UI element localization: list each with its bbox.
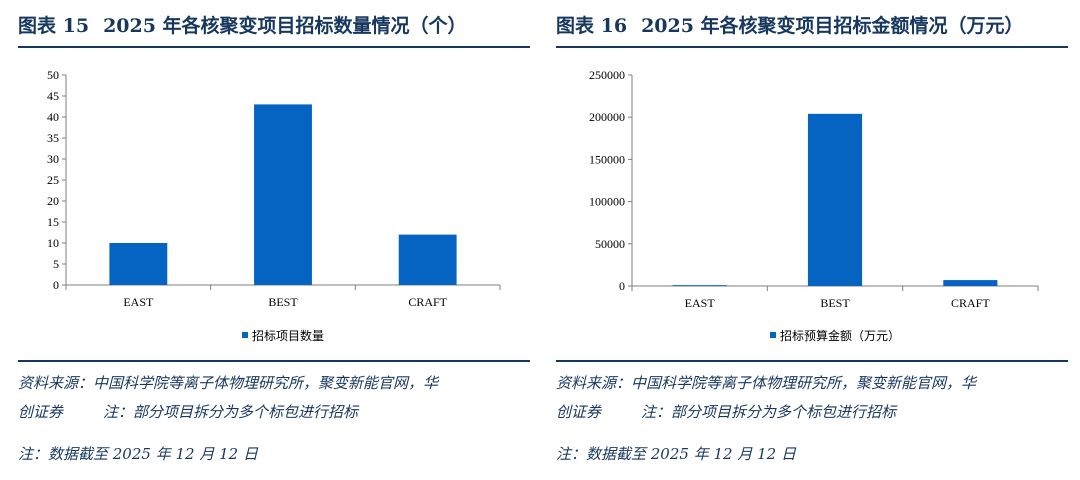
y-tick-label: 250000 (589, 68, 625, 82)
x-category-label: BEST (820, 296, 850, 310)
y-tick-label: 40 (47, 110, 59, 124)
figure-15-title-text: 2025 年各核聚变项目招标数量情况（个） (103, 15, 467, 37)
y-tick-label: 0 (619, 279, 625, 293)
bar-east (672, 285, 727, 286)
y-tick-label: 150000 (589, 152, 625, 166)
y-tick-label: 10 (47, 236, 59, 250)
y-tick-label: 35 (47, 131, 59, 145)
bar-craft (398, 234, 457, 285)
figure-16-number: 图表 16 (556, 15, 628, 37)
bar-chart-bid-count: 0 5 10 15 20 25 30 35 40 45 50 EAST BEST CRAFT 招标项目数量 (47, 68, 501, 343)
y-tick-label: 200000 (589, 110, 625, 124)
x-category-label: EAST (123, 295, 154, 309)
y-tick-label: 25 (47, 173, 59, 187)
source-note-line1: 资料来源：中国科学院等离子体物理研究所，聚变新能官网，华 (556, 374, 977, 392)
y-tick-label: 0 (53, 278, 59, 292)
y-tick-label: 30 (47, 152, 59, 166)
y-tick-label: 50 (47, 68, 59, 82)
bar-chart-bid-amount: 0 50000 100000 150000 200000 250000 EAST BEST CR… (589, 68, 1039, 343)
legend-label: 招标预算金额（万元） (780, 328, 900, 343)
bottom-rule (18, 360, 530, 362)
source-note-remark: 注：部分项目拆分为多个标包进行招标 (103, 403, 359, 421)
y-tick-label: 100000 (589, 195, 625, 209)
x-category-label: CRAFT (408, 295, 447, 309)
figure-15-title: 图表 15 2025 年各核聚变项目招标数量情况（个） (18, 12, 467, 40)
bottom-rule (556, 360, 1068, 362)
title-rule (18, 46, 530, 48)
legend-label: 招标项目数量 (252, 328, 324, 343)
bar-best (254, 104, 312, 286)
date-note: 注：数据截至 2025 年 12 月 12 日 (556, 445, 796, 463)
y-tick-label: 5 (53, 257, 59, 271)
figure-15-panel: 图表 15 2025 年各核聚变项目招标数量情况（个） 0 5 10 15 20 25 30 3… (18, 0, 530, 480)
y-tick-label: 45 (47, 89, 59, 103)
x-category-label: EAST (685, 296, 716, 310)
source-note-line1: 资料来源：中国科学院等离子体物理研究所，聚变新能官网，华 (18, 374, 439, 392)
source-note-publisher: 创证券 (556, 403, 602, 421)
legend-swatch (242, 332, 248, 338)
source-note-line2: 创证券 注：部分项目拆分为多个标包进行招标 (556, 401, 896, 422)
bar-craft (943, 280, 998, 286)
y-tick-label: 15 (47, 215, 59, 229)
bar-east (109, 243, 168, 285)
bar-best (807, 113, 863, 286)
source-note-publisher: 创证券 (18, 403, 64, 421)
source-note-remark: 注：部分项目拆分为多个标包进行招标 (641, 403, 897, 421)
title-rule (556, 46, 1068, 48)
figure-16-panel: 图表 16 2025 年各核聚变项目招标金额情况（万元） 0 50000 100000… (556, 0, 1068, 480)
figure-16-title: 图表 16 2025 年各核聚变项目招标金额情况（万元） (556, 12, 1024, 40)
figure-15-number: 图表 15 (18, 15, 90, 37)
x-category-label: BEST (268, 295, 298, 309)
figure-16-title-text: 2025 年各核聚变项目招标金额情况（万元） (641, 15, 1024, 37)
source-note-line2: 创证券 注：部分项目拆分为多个标包进行招标 (18, 401, 358, 422)
date-note: 注：数据截至 2025 年 12 月 12 日 (18, 445, 258, 463)
y-tick-label: 20 (47, 194, 59, 208)
y-tick-label: 50000 (595, 237, 625, 251)
x-category-label: CRAFT (951, 296, 990, 310)
legend-swatch (770, 332, 776, 338)
